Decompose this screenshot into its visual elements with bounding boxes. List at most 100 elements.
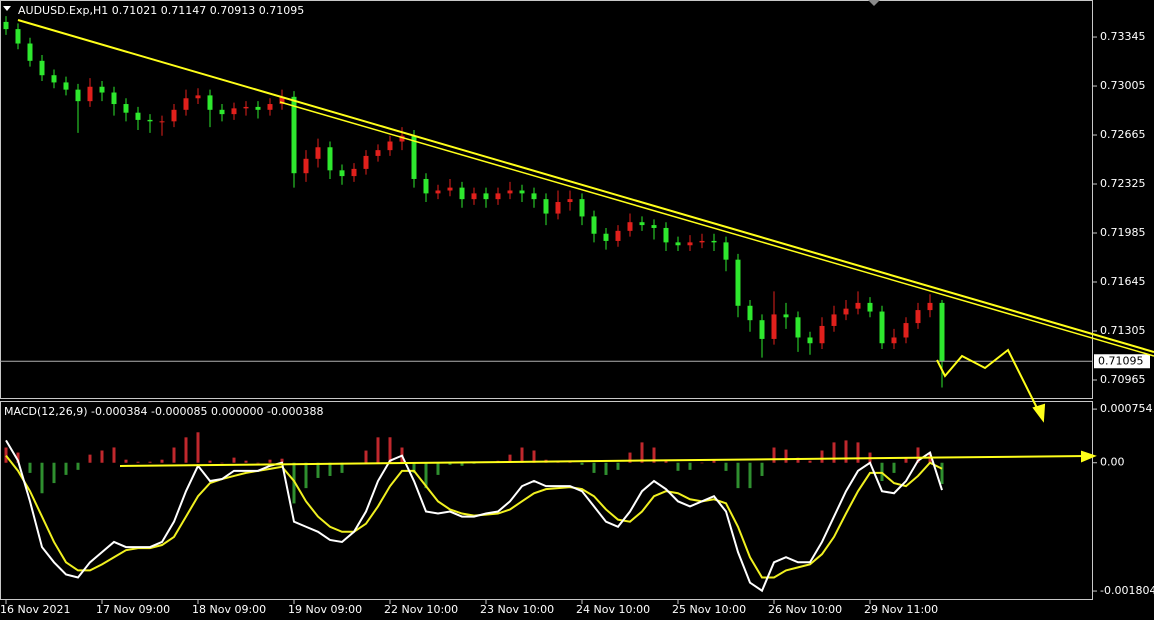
x-tick-label: 18 Nov 09:00 — [192, 603, 266, 616]
histogram-bar — [508, 454, 512, 463]
close-value: 0.71095 — [259, 4, 305, 17]
candle-body — [615, 230, 621, 241]
histogram-bar — [676, 462, 680, 471]
candle-body — [915, 310, 921, 324]
histogram-bar — [76, 462, 80, 470]
candle-body — [747, 305, 753, 321]
histogram-bar — [448, 462, 452, 465]
histogram-bar — [664, 460, 668, 463]
histogram-bar — [28, 462, 32, 473]
candle-body — [771, 314, 777, 339]
candle-body — [327, 147, 333, 171]
histogram-bar — [148, 461, 152, 463]
histogram-bar — [220, 462, 224, 464]
histogram-bar — [280, 458, 284, 463]
candle-body — [651, 225, 657, 228]
candle-body — [183, 98, 189, 110]
histogram-bar — [388, 437, 392, 463]
y-tick-label: 0.72665 — [1100, 128, 1146, 141]
histogram-bar — [904, 457, 908, 463]
low-value: 0.70913 — [210, 4, 256, 17]
candle-body — [519, 190, 525, 194]
candle-body — [387, 141, 393, 151]
candle-body — [735, 259, 741, 306]
histogram-bar — [340, 462, 344, 473]
histogram-bar — [520, 447, 524, 463]
x-tick-label: 22 Nov 10:00 — [384, 603, 458, 616]
candle-body — [87, 86, 93, 102]
candle-body — [699, 240, 705, 243]
histogram-bar — [172, 447, 176, 463]
candle-body — [759, 320, 765, 339]
candle-body — [447, 187, 453, 191]
histogram-bar — [820, 450, 824, 463]
candle-body — [591, 216, 597, 234]
candle-body — [339, 170, 345, 177]
candle-body — [435, 190, 441, 194]
histogram-bar — [460, 462, 464, 466]
high-value: 0.71147 — [161, 4, 207, 17]
candle-body — [819, 325, 825, 344]
histogram-bar — [376, 437, 380, 463]
histogram-bar — [652, 447, 656, 463]
histogram-bar — [712, 459, 716, 463]
candle-body — [627, 222, 633, 231]
histogram-bar — [724, 462, 728, 471]
x-tick-label: 19 Nov 09:00 — [288, 603, 362, 616]
histogram-bar — [256, 462, 260, 464]
y-tick-label: 0.70965 — [1100, 373, 1146, 386]
candle-body — [879, 311, 885, 344]
x-tick-label: 16 Nov 2021 — [0, 603, 70, 616]
histogram-bar — [532, 450, 536, 463]
histogram-bar — [592, 462, 596, 473]
histogram-bar — [52, 462, 56, 484]
candle-body — [603, 233, 609, 241]
histogram-bar — [772, 447, 776, 463]
y-tick-label: 0.72325 — [1100, 177, 1146, 190]
histogram-bar — [616, 462, 620, 470]
candle-body — [531, 193, 537, 200]
candle-body — [39, 60, 45, 76]
histogram-bar — [796, 457, 800, 463]
histogram-bar — [64, 462, 68, 475]
candle-body — [231, 108, 237, 115]
param-value: -0.000388 — [267, 405, 323, 418]
candle-body — [579, 199, 585, 217]
histogram-bar — [628, 452, 632, 463]
candle-body — [267, 104, 273, 110]
candle-body — [255, 106, 261, 110]
candle-body — [795, 317, 801, 338]
histogram-bar — [808, 460, 812, 463]
y-tick-label: -0.001804 — [1100, 584, 1154, 597]
histogram-bar — [160, 459, 164, 463]
candle-body — [63, 82, 69, 90]
candle-body — [567, 199, 573, 203]
trendline — [17, 19, 1154, 353]
x-tick-label: 25 Nov 10:00 — [672, 603, 746, 616]
histogram-bar — [640, 442, 644, 463]
histogram-bar — [412, 462, 416, 473]
candle-body — [51, 75, 57, 83]
x-tick-label: 29 Nov 11:00 — [864, 603, 938, 616]
candle-body — [279, 96, 285, 105]
candle-body — [459, 187, 465, 200]
candle-body — [207, 95, 213, 110]
candle-body — [711, 240, 717, 243]
candle-body — [351, 168, 357, 177]
histogram-bar — [4, 447, 8, 463]
histogram-bar — [88, 454, 92, 463]
y-tick-label: 0.73005 — [1100, 79, 1146, 92]
histogram-bar — [736, 462, 740, 489]
open-value: 0.71021 — [112, 4, 158, 17]
histogram-bar — [40, 462, 44, 494]
candle-body — [399, 135, 405, 142]
y-tick-label: 0.00 — [1100, 456, 1125, 469]
collapse-icon[interactable] — [3, 6, 11, 11]
y-tick-label: 0.73345 — [1100, 30, 1146, 43]
param-value: 0.000000 — [211, 405, 264, 418]
histogram-bar — [100, 450, 104, 463]
indicator-name: MACD(12,26,9) — [4, 405, 88, 418]
histogram-bar — [184, 437, 188, 463]
